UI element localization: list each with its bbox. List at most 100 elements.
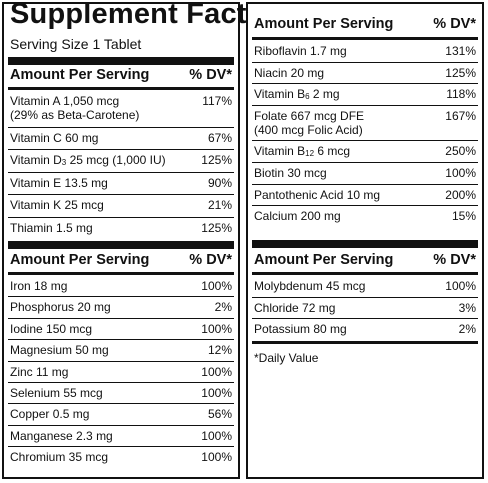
medium-rule <box>252 272 478 275</box>
amount-header: Amount Per Serving <box>10 67 150 83</box>
nutrient-name: Biotin 30 mcg <box>254 166 327 180</box>
row-divider <box>8 403 234 405</box>
nutrient-name: Vitamin A 1,050 mcg (29% as Beta-Carotene… <box>10 94 140 122</box>
dv-header: % DV* <box>433 252 476 268</box>
nutrient-note: (400 mcg Folic Acid) <box>254 122 363 137</box>
panel-title: Supplement Facts <box>10 0 263 30</box>
nutrient-name: Manganese 2.3 mg <box>10 428 113 443</box>
daily-value-percent: 67% <box>207 130 232 145</box>
daily-value-percent: 167% <box>445 108 476 123</box>
daily-value-percent: 250% <box>445 144 476 159</box>
nutrient-name: Thiamin 1.5 mg <box>10 220 93 235</box>
row-divider <box>8 216 234 218</box>
nutrient-name: Iron 18 mg <box>10 279 68 293</box>
daily-value-footnote: *Daily Value <box>254 351 319 365</box>
row-divider <box>252 61 478 63</box>
row-divider <box>8 296 234 298</box>
daily-value-percent: 125% <box>201 153 232 167</box>
nutrient-name: Pantothenic Acid 10 mg <box>254 187 381 202</box>
left-panel: Supplement Facts Serving Size 1 Tablet A… <box>2 0 263 479</box>
row-divider <box>8 194 234 195</box>
nutrient-name: Chloride 72 mg <box>254 300 336 315</box>
dv-header: % DV* <box>189 252 232 268</box>
row-divider <box>8 171 234 173</box>
medium-rule <box>252 341 478 344</box>
daily-value-percent: 117% <box>202 94 232 108</box>
nutrient-name-subscript: 12 <box>305 149 315 159</box>
nutrient-name: Vitamin B6 2 mg <box>254 87 340 104</box>
amount-header: Amount Per Serving <box>10 252 150 268</box>
nutrient-name-part: 2 mg <box>309 87 340 102</box>
row-divider <box>8 446 234 448</box>
right-panel: Amount Per Serving % DV* Amount Per Serv… <box>246 2 484 479</box>
nutrient-name-subscript: 6 <box>305 92 310 102</box>
section-header: Amount Per Serving % DV* <box>10 252 232 270</box>
section-header: Amount Per Serving % DV* <box>254 252 476 270</box>
amount-header: Amount Per Serving <box>254 16 394 32</box>
nutrient-name: Vitamin K 25 mcg <box>10 198 104 212</box>
row-divider <box>8 126 234 128</box>
nutrient-name: Copper 0.5 mg <box>10 407 90 422</box>
nutrient-name: Zinc 11 mg <box>10 364 69 379</box>
nutrient-name: Vitamin D3 25 mcg (1,000 IU) <box>10 153 166 170</box>
row-divider <box>252 318 478 319</box>
row-divider <box>8 149 234 150</box>
row-divider <box>252 104 478 106</box>
nutrient-name: Chromium 35 mcg <box>10 450 109 465</box>
daily-value-percent: 125% <box>445 65 476 80</box>
daily-value-percent: 100% <box>201 279 232 293</box>
row-divider <box>252 162 478 163</box>
nutrient-name: Molybdenum 45 mcg <box>254 279 366 293</box>
nutrient-name: Calcium 200 mg <box>254 209 341 224</box>
daily-value-percent: 15% <box>451 209 476 224</box>
nutrient-name-subscript: 3 <box>61 158 67 167</box>
daily-value-percent: 100% <box>201 428 232 443</box>
nutrient-name: Iodine 150 mcg <box>10 321 93 336</box>
row-divider <box>252 83 478 85</box>
serving-size: Serving Size 1 Tablet <box>10 36 142 52</box>
daily-value-percent: 100% <box>201 321 232 336</box>
daily-value-percent: 118% <box>446 87 476 102</box>
daily-value-percent: 100% <box>445 279 476 293</box>
daily-value-percent: 90% <box>207 175 232 190</box>
nutrient-name: Riboflavin 1.7 mg <box>254 44 347 58</box>
daily-value-percent: 21% <box>207 198 232 212</box>
daily-value-percent: 100% <box>445 166 476 180</box>
daily-value-percent: 2% <box>458 322 476 336</box>
daily-value-percent: 12% <box>207 343 232 358</box>
medium-rule <box>8 87 234 90</box>
daily-value-percent: 200% <box>445 187 476 202</box>
daily-value-percent: 2% <box>214 300 232 315</box>
row-divider <box>252 205 478 207</box>
daily-value-percent: 3% <box>458 300 476 315</box>
medium-rule <box>252 37 478 40</box>
thick-rule <box>8 57 234 65</box>
nutrient-name-part: 25 mcg (1,000 IU) <box>66 153 166 167</box>
daily-value-percent: 100% <box>201 364 232 379</box>
nutrient-name: Potassium 80 mg <box>254 322 347 336</box>
row-divider <box>8 360 234 362</box>
nutrient-name: Vitamin C 60 mg <box>10 130 99 145</box>
daily-value-percent: 100% <box>201 450 232 465</box>
row-divider <box>252 296 478 298</box>
nutrient-name: Niacin 20 mg <box>254 65 325 80</box>
section-header: Amount Per Serving % DV* <box>10 67 232 85</box>
daily-value-percent: 125% <box>201 220 232 235</box>
daily-value-percent: 131% <box>445 44 476 58</box>
nutrient-name-part: Vitamin B <box>254 144 306 159</box>
nutrient-name: Vitamin E 13.5 mg <box>10 175 108 190</box>
section-header: Amount Per Serving % DV* <box>254 16 476 34</box>
amount-header: Amount Per Serving <box>254 252 394 268</box>
nutrient-name: Magnesium 50 mg <box>10 343 109 358</box>
daily-value-percent: 100% <box>201 386 232 400</box>
nutrient-name: Phosphorus 20 mg <box>10 300 111 315</box>
nutrient-name: Vitamin B12 6 mcg <box>254 144 350 161</box>
dv-header: % DV* <box>433 16 476 32</box>
row-divider <box>8 317 234 319</box>
nutrient-name-part: 6 mcg <box>314 144 351 159</box>
thick-rule <box>252 240 478 248</box>
medium-rule <box>8 272 234 275</box>
row-divider <box>252 183 478 185</box>
row-divider <box>252 140 478 142</box>
nutrient-name: Selenium 55 mcg <box>10 386 103 400</box>
